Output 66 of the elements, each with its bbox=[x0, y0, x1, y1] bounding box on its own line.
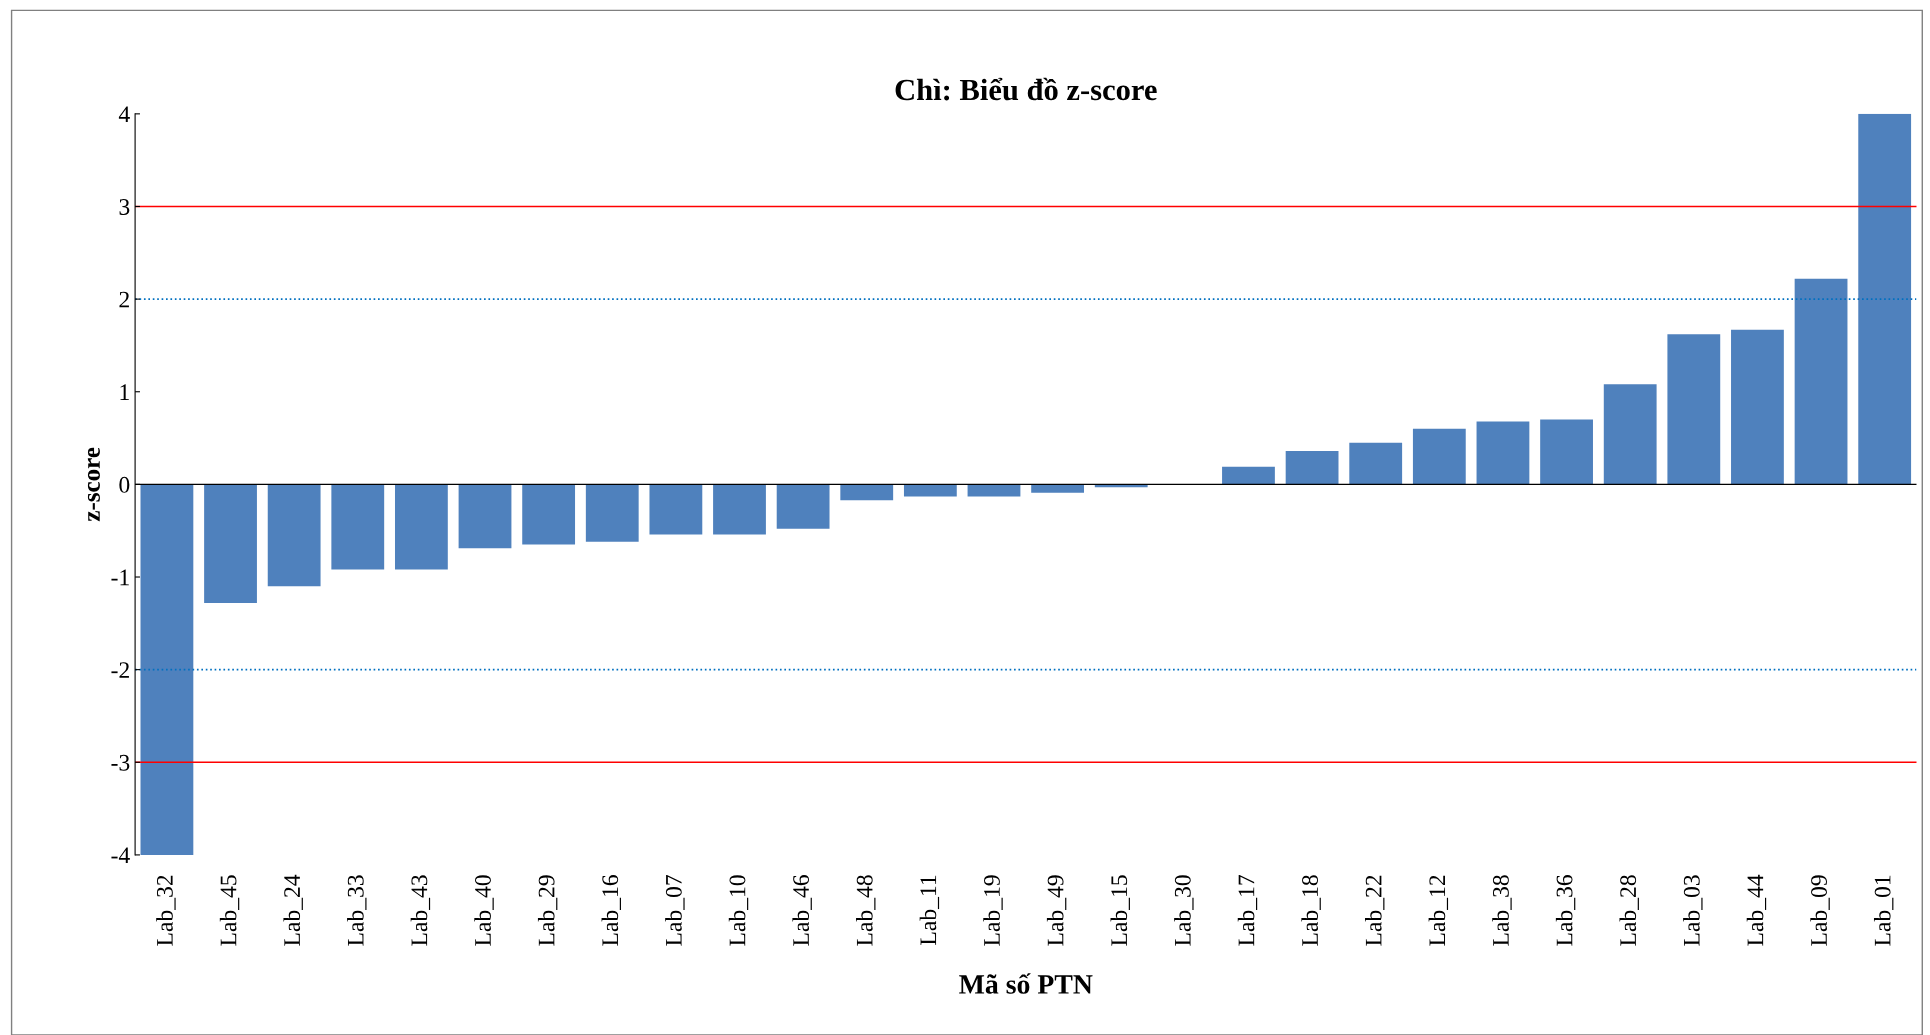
x-tick-label: Lab_28 bbox=[1619, 875, 1639, 946]
x-tick-label: Lab_29 bbox=[537, 875, 558, 946]
chart-title: Chì: Biểu đồ z-score bbox=[895, 77, 1157, 101]
y-tick-label: 0 bbox=[119, 476, 130, 493]
x-tick-label: Lab_09 bbox=[1810, 875, 1830, 946]
bar bbox=[903, 484, 957, 497]
bar bbox=[649, 484, 703, 535]
x-tick-label: Lab_49 bbox=[1046, 875, 1067, 946]
bar bbox=[1667, 334, 1721, 485]
x-tick-label: Lab_24 bbox=[283, 874, 303, 946]
x-tick-label: Lab_22 bbox=[1365, 875, 1385, 946]
x-tick-label: Lab_17 bbox=[1237, 875, 1258, 946]
y-axis-title: z-score bbox=[87, 447, 100, 522]
x-tick-label: Lab_33 bbox=[347, 875, 367, 946]
y-tick-label: 3 bbox=[119, 199, 130, 215]
bar bbox=[1794, 278, 1848, 485]
bar bbox=[1731, 329, 1784, 485]
y-tick-label: -3 bbox=[111, 754, 130, 771]
x-tick-label: Lab_36 bbox=[1555, 875, 1576, 946]
bar bbox=[1858, 113, 1912, 485]
y-tick-label: 4 bbox=[118, 106, 130, 123]
x-tick-label: Lab_16 bbox=[601, 875, 621, 946]
bar bbox=[776, 484, 830, 529]
bar bbox=[1476, 421, 1530, 485]
bar bbox=[394, 484, 448, 570]
x-tick-label: Lab_44 bbox=[1746, 874, 1767, 946]
x-tick-label: Lab_46 bbox=[792, 875, 812, 946]
x-tick-label: Lab_19 bbox=[983, 875, 1003, 946]
bar bbox=[267, 484, 321, 587]
y-tick-label: 1 bbox=[120, 384, 129, 400]
x-tick-label: Lab_12 bbox=[1428, 875, 1449, 946]
x-tick-label: Lab_18 bbox=[1301, 875, 1321, 946]
bar bbox=[1540, 419, 1593, 485]
bar bbox=[522, 484, 576, 545]
x-tick-label: Lab_40 bbox=[474, 875, 494, 946]
x-tick-label: Lab_11 bbox=[919, 875, 940, 945]
bar bbox=[713, 484, 766, 535]
x-tick-label: Lab_48 bbox=[856, 875, 876, 946]
bar bbox=[331, 484, 385, 570]
x-tick-label: Lab_15 bbox=[1110, 875, 1130, 946]
bar bbox=[204, 484, 257, 603]
x-tick-label: Lab_30 bbox=[1174, 875, 1194, 946]
x-tick-label: Lab_10 bbox=[728, 875, 749, 946]
x-tick-label: Lab_45 bbox=[219, 875, 240, 946]
bar bbox=[967, 484, 1021, 497]
bar bbox=[1412, 428, 1466, 485]
bar bbox=[1603, 384, 1657, 485]
x-tick-label: Lab_01 bbox=[1873, 875, 1894, 946]
bar bbox=[1031, 484, 1085, 493]
y-tick-label: -2 bbox=[111, 662, 129, 678]
bar bbox=[1222, 466, 1275, 485]
bar bbox=[140, 484, 194, 855]
x-axis-title: Mã số PTN bbox=[959, 973, 1093, 994]
bar bbox=[1285, 451, 1339, 485]
y-tick-label: -1 bbox=[111, 569, 129, 586]
y-tick-label: -4 bbox=[111, 847, 130, 864]
bar bbox=[840, 484, 894, 501]
x-tick-label: Lab_32 bbox=[156, 875, 176, 946]
y-tick-label: 2 bbox=[119, 291, 129, 308]
bar bbox=[1349, 442, 1403, 485]
bar bbox=[458, 484, 512, 549]
bar bbox=[585, 484, 639, 542]
x-tick-label: Lab_07 bbox=[665, 875, 685, 946]
x-tick-label: Lab_38 bbox=[1492, 875, 1512, 946]
x-tick-label: Lab_43 bbox=[410, 875, 431, 946]
x-tick-label: Lab_03 bbox=[1683, 875, 1703, 946]
